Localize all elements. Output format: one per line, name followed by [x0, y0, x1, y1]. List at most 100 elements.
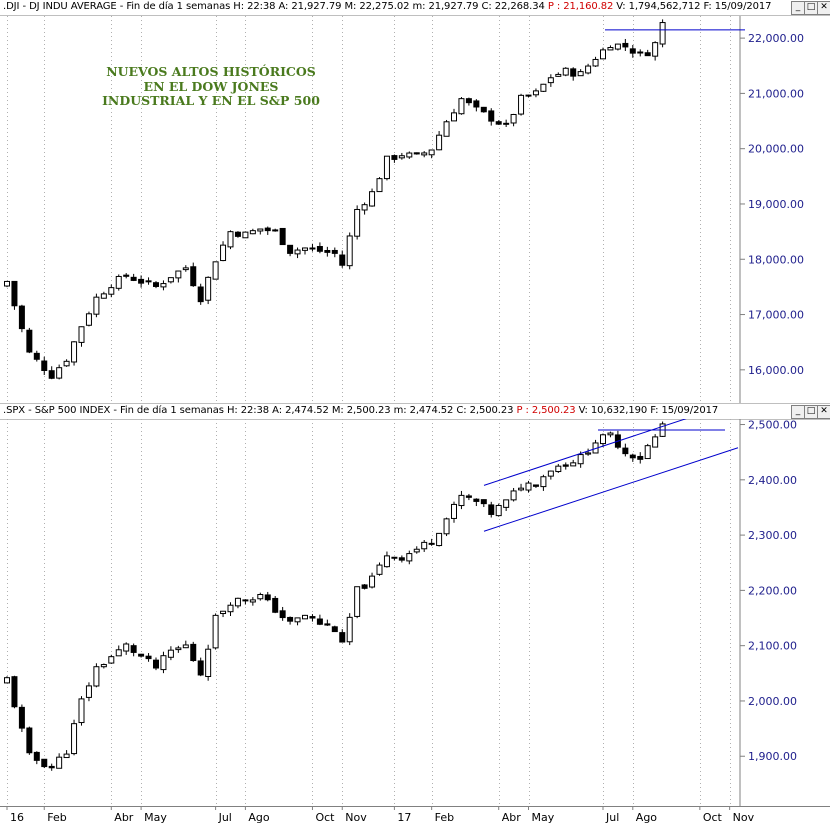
- close-icon[interactable]: ✕: [817, 405, 830, 419]
- bottom-name: S&P 500 INDEX: [34, 405, 111, 416]
- candle: [108, 654, 115, 664]
- candle: [592, 56, 599, 67]
- candle: [436, 131, 443, 151]
- minimize-icon[interactable]: _: [791, 1, 805, 15]
- candle: [182, 640, 189, 649]
- candle: [659, 421, 666, 437]
- top-p: 21,160.82: [563, 1, 614, 12]
- candle: [18, 304, 25, 333]
- minimize-icon[interactable]: _: [791, 405, 805, 419]
- candle: [93, 663, 100, 688]
- candle: [85, 682, 92, 702]
- x-tick-label: Jul: [218, 811, 232, 824]
- top-a: 21,927.79: [291, 1, 342, 12]
- candle: [145, 277, 152, 285]
- dji-chart: 16,000.00 17,000.00 18,000.00 19,000.00 20,0…: [4, 16, 804, 403]
- candle: [234, 231, 241, 238]
- candle: [540, 474, 547, 491]
- y-tick-label: 20,000.00: [748, 143, 804, 156]
- candle: [376, 562, 383, 576]
- candle: [391, 154, 398, 163]
- maximize-icon[interactable]: □: [804, 405, 818, 419]
- candle: [495, 120, 502, 125]
- candle: [257, 228, 264, 235]
- candle: [458, 97, 465, 115]
- candle: [145, 653, 152, 662]
- candle: [294, 617, 301, 626]
- candle: [607, 45, 614, 51]
- candle: [108, 284, 115, 298]
- candle: [205, 276, 212, 305]
- candle: [555, 72, 562, 77]
- candle: [93, 293, 100, 318]
- candle: [123, 642, 130, 655]
- x-tick-label: Feb: [47, 811, 66, 824]
- candle: [160, 280, 167, 291]
- candle: [383, 551, 390, 568]
- annotation-text: NUEVOS ALTOS HISTÓRICOS EN EL DOW JONES …: [102, 64, 320, 108]
- candle: [115, 274, 122, 291]
- candle: [56, 364, 63, 380]
- top-m-high: 22,275.02: [359, 1, 410, 12]
- y-tick-label: 1,900.00: [748, 750, 797, 763]
- candle: [264, 591, 271, 602]
- candle: [600, 47, 606, 60]
- candle: [11, 675, 18, 709]
- bottom-symbol: .SPX: [3, 405, 26, 416]
- bottom-p: 2,500.23: [531, 405, 576, 416]
- maximize-icon[interactable]: □: [804, 1, 818, 15]
- x-tick-label: 17: [397, 811, 411, 824]
- candle: [309, 614, 316, 622]
- candle: [227, 602, 234, 617]
- candle: [212, 613, 219, 650]
- candle: [562, 462, 569, 470]
- candle: [518, 93, 525, 116]
- candle: [503, 499, 510, 511]
- candle: [383, 155, 390, 181]
- candle: [123, 273, 130, 279]
- candle: [495, 503, 502, 517]
- candle: [249, 228, 256, 235]
- candle: [480, 106, 487, 113]
- candle: [138, 653, 145, 658]
- candle: [100, 663, 107, 669]
- candle: [354, 205, 361, 240]
- candle: [510, 487, 517, 502]
- candle: [614, 43, 621, 51]
- y-tick-label: 19,000.00: [748, 198, 804, 211]
- close-icon[interactable]: ✕: [817, 1, 830, 15]
- candle: [272, 596, 279, 614]
- x-tick-label: Jul: [605, 811, 619, 824]
- candle: [48, 366, 55, 380]
- candle: [614, 430, 621, 450]
- candle: [398, 555, 405, 563]
- candle: [71, 341, 78, 366]
- candle: [279, 227, 286, 246]
- candle: [428, 538, 435, 546]
- candle: [458, 490, 465, 510]
- candle: [376, 177, 383, 193]
- candle: [205, 644, 212, 681]
- candle: [78, 696, 85, 726]
- y-tick-label: 2,300.00: [748, 529, 797, 542]
- bottom-m-low: 2,474.52: [409, 405, 454, 416]
- candle: [48, 763, 55, 771]
- candle: [562, 67, 569, 77]
- candle: [361, 202, 368, 215]
- spx-chart: 1,900.00 2,000.00 2,100.00 2,200.00 2,300.00…: [4, 419, 797, 806]
- x-tick-label: Ago: [636, 811, 658, 824]
- top-c: 22,268.34: [494, 1, 545, 12]
- candle: [302, 614, 308, 620]
- candle: [249, 597, 256, 606]
- candle: [324, 246, 331, 257]
- candle: [652, 41, 659, 61]
- candle: [190, 641, 197, 662]
- candle: [63, 359, 70, 367]
- candle: [510, 113, 517, 127]
- candle: [652, 434, 659, 448]
- candle: [637, 452, 644, 464]
- candle: [629, 453, 636, 462]
- candle: [428, 149, 435, 159]
- y-tick-label: 16,000.00: [748, 364, 804, 377]
- candle: [175, 270, 182, 283]
